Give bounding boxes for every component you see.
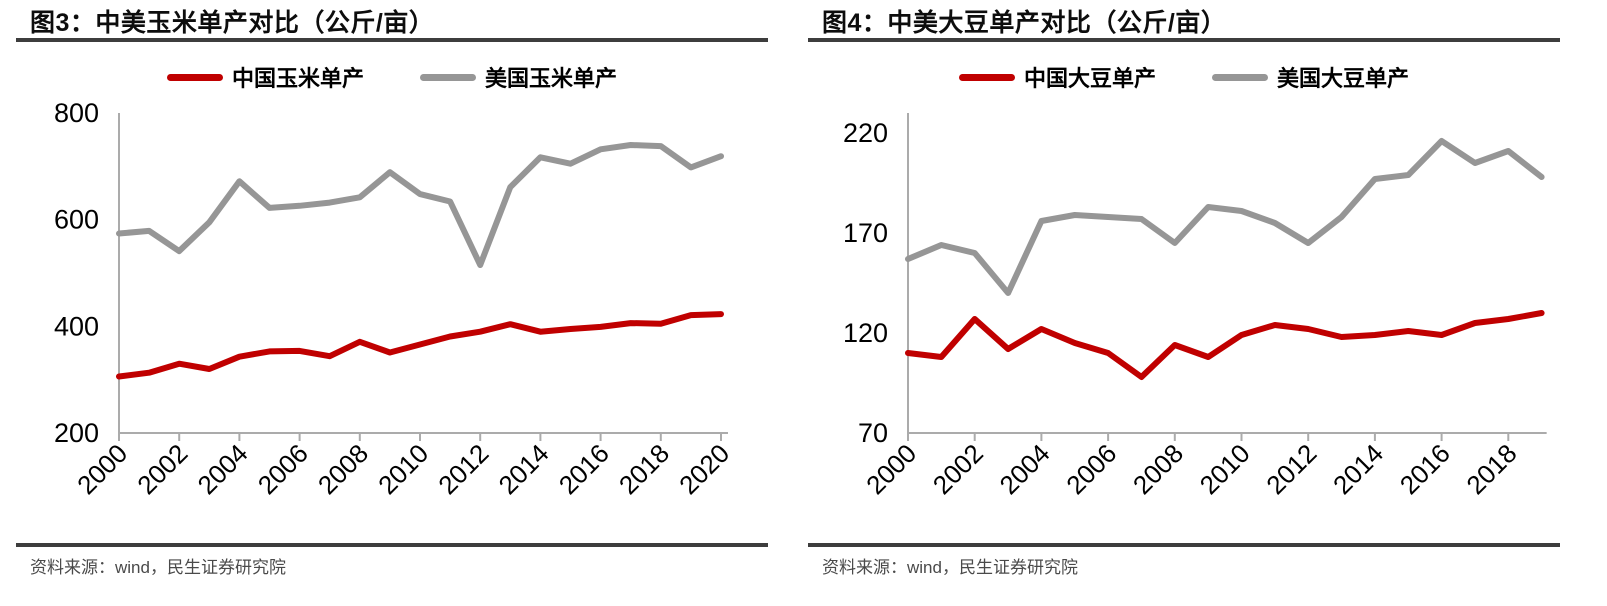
x-tick-label: 2004 [994, 438, 1056, 500]
x-tick-label: 2014 [1327, 438, 1389, 500]
x-tick-label: 2008 [312, 438, 374, 500]
x-tick-label: 2006 [1060, 438, 1122, 500]
title-rule [16, 38, 768, 42]
legend-label: 美国玉米单产 [485, 66, 618, 91]
chart-legend: 中国大豆单产 美国大豆单产 [808, 60, 1560, 94]
legend-label: 中国大豆单产 [1023, 66, 1156, 91]
x-tick-label: 2016 [553, 438, 615, 500]
x-tick-label: 2002 [131, 438, 193, 500]
x-tick-label: 2012 [432, 438, 494, 500]
chart-legend: 中国玉米单产 美国玉米单产 [16, 60, 768, 94]
y-tick-label: 70 [858, 418, 888, 448]
legend-label: 美国大豆单产 [1277, 66, 1410, 91]
line-chart: 2000200220042006200820102012201420162018… [54, 98, 735, 500]
series-line [116, 142, 724, 268]
source-note: 资料来源：wind，民生证券研究院 [822, 558, 1078, 577]
x-tick-label: 2010 [1194, 438, 1256, 500]
x-tick-label: 2018 [1460, 438, 1522, 500]
bottom-rule [808, 543, 1560, 547]
legend-label: 中国玉米单产 [231, 66, 364, 91]
x-tick-label: 2016 [1394, 438, 1456, 500]
x-tick-label: 2014 [493, 438, 555, 500]
series-line [905, 310, 1545, 380]
figure-panel-corn: 图3：中美玉米单产对比（公斤/亩） 中国玉米单产 美国玉米单产 2000 2002 2… [16, 0, 768, 579]
x-tick-label: 2010 [372, 438, 434, 500]
legend-item: 美国大豆单产 [1212, 61, 1409, 93]
x-tick-label: 2008 [1127, 438, 1189, 500]
x-tick-label: 2002 [927, 438, 989, 500]
report-figures-row: 图3：中美玉米单产对比（公斤/亩） 中国玉米单产 美国玉米单产 2000 2002 2… [16, 0, 1560, 579]
legend-line-swatch [958, 73, 1015, 81]
y-tick-label: 200 [54, 418, 99, 448]
legend-line-swatch [1212, 73, 1268, 81]
y-tick-label: 120 [843, 318, 888, 348]
y-tick-label: 170 [843, 218, 888, 248]
bottom-rule [16, 543, 768, 547]
figure-panel-soybean: 图4：中美大豆单产对比（公斤/亩） 中国大豆单产 美国大豆单产 2000 2002 2… [808, 0, 1560, 579]
x-tick-label: 2020 [673, 438, 735, 500]
legend-item: 美国玉米单产 [420, 61, 617, 93]
legend-item: 中国大豆单产 [958, 61, 1156, 93]
series-line [116, 311, 724, 380]
legend-item: 中国玉米单产 [166, 61, 364, 93]
x-tick-label: 2006 [252, 438, 314, 500]
title-rule [808, 38, 1560, 42]
series-line [905, 138, 1545, 296]
x-tick-label: 2012 [1260, 438, 1322, 500]
y-tick-label: 220 [843, 118, 888, 148]
y-tick-label: 600 [54, 205, 99, 235]
source-note: 资料来源：wind，民生证券研究院 [30, 558, 286, 577]
x-tick-label: 2004 [192, 438, 254, 500]
figure-title: 图3：中美玉米单产对比（公斤/亩） [30, 9, 435, 37]
legend-line-swatch [166, 73, 223, 81]
y-tick-label: 800 [54, 98, 99, 128]
y-tick-label: 400 [54, 311, 99, 341]
x-tick-label: 2018 [613, 438, 675, 500]
figure-title: 图4：中美大豆单产对比（公斤/亩） [822, 9, 1227, 37]
legend-line-swatch [420, 73, 476, 81]
